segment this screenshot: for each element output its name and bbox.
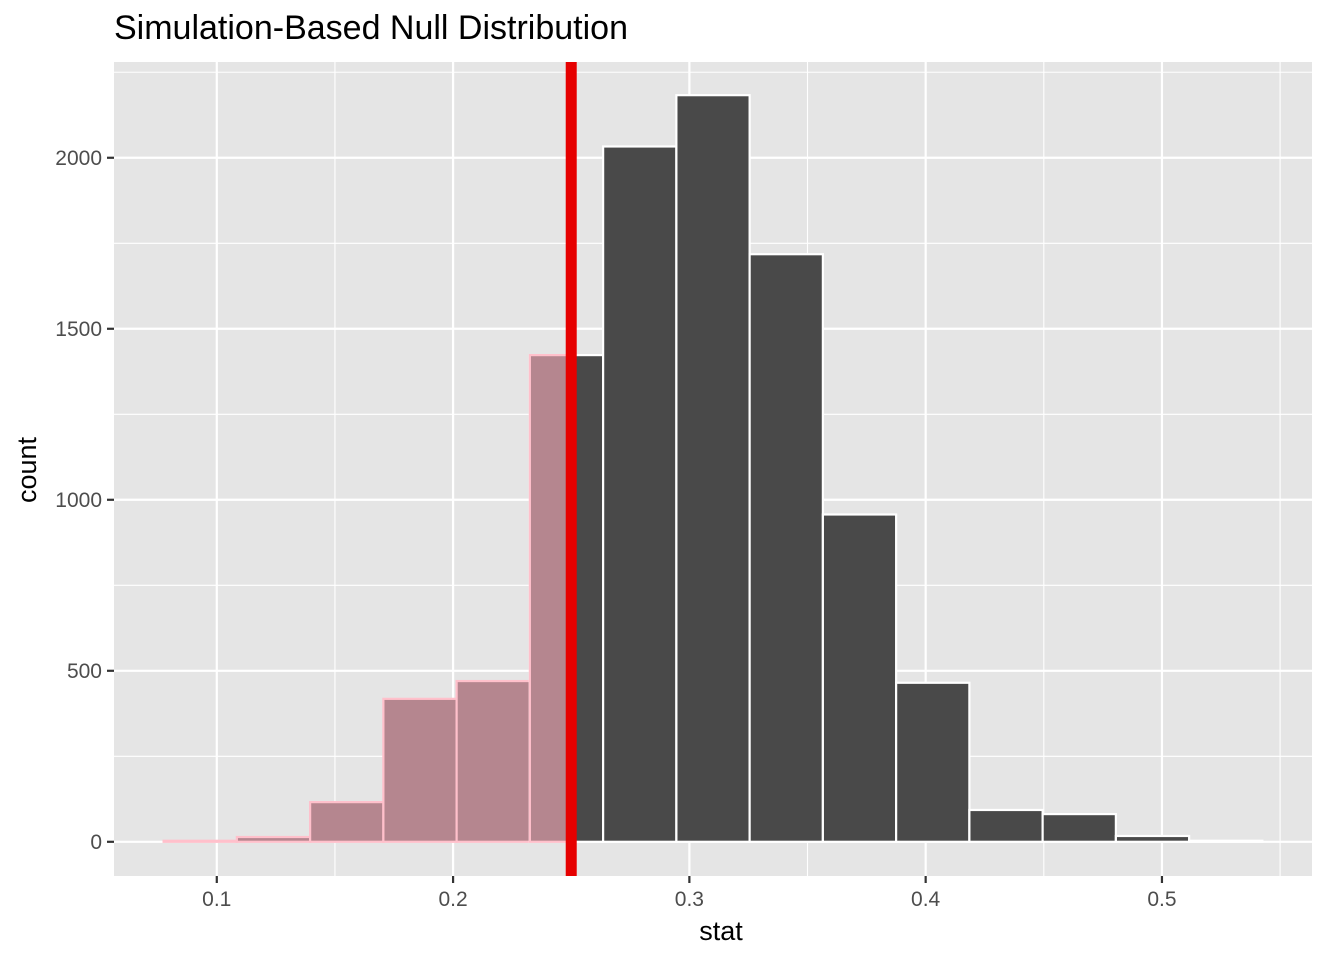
- histogram-bar-shaded: [455, 679, 531, 843]
- axis-ticks: [107, 156, 1164, 883]
- histogram-bar-shaded: [382, 697, 458, 843]
- histogram-bar: [748, 253, 824, 843]
- histogram-bar: [1188, 839, 1264, 843]
- y-axis-title: count: [12, 436, 42, 503]
- x-axis-title: stat: [699, 916, 743, 946]
- histogram-bar: [1114, 834, 1191, 843]
- axis-tick-labels: 0.1 0.2 0.3 0.4 0.5 0 500 1000 1500 2000: [55, 147, 1176, 911]
- histogram-bar-shaded: [235, 835, 312, 843]
- histogram-bar-shaded: [162, 839, 238, 843]
- histogram-bar: [968, 808, 1044, 843]
- histogram-bar: [602, 145, 678, 843]
- x-tick-label: 0.2: [438, 888, 467, 911]
- histogram-bar: [675, 94, 751, 843]
- histogram-bar-shaded-part: [528, 354, 573, 843]
- y-tick-label: 0: [90, 831, 102, 854]
- histogram-bar-shaded: [309, 801, 385, 843]
- y-tick-label: 500: [67, 660, 102, 683]
- x-tick-label: 0.1: [202, 888, 231, 911]
- x-tick-label: 0.3: [675, 888, 704, 911]
- y-tick-label: 2000: [55, 147, 102, 170]
- histogram-bar: [1041, 812, 1117, 843]
- y-tick-label: 1000: [55, 489, 102, 512]
- y-tick-label: 1500: [55, 318, 102, 341]
- chart-title: Simulation-Based Null Distribution: [114, 9, 628, 47]
- x-tick-label: 0.5: [1147, 888, 1176, 911]
- histogram-bar: [895, 681, 971, 843]
- histogram-bar: [821, 513, 898, 843]
- x-tick-label: 0.4: [911, 888, 941, 911]
